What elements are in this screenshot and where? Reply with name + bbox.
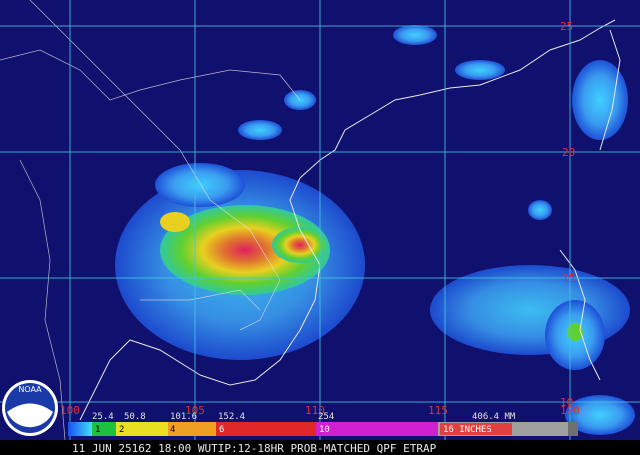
lat-label: 15 xyxy=(562,272,575,285)
inch-label: 16 INCHES xyxy=(443,425,492,435)
caption-bar xyxy=(0,440,640,455)
noaa-logo: NOAA xyxy=(2,380,58,436)
lon-label: 115 xyxy=(428,404,448,417)
lon-label: 100 xyxy=(60,404,80,417)
mm-label: 152.4 xyxy=(218,412,245,422)
inch-label: 10 xyxy=(319,425,330,435)
graticule xyxy=(0,0,640,440)
mm-label: 254 xyxy=(318,412,334,422)
coastlines xyxy=(0,0,621,441)
lat-label: 20 xyxy=(562,146,575,159)
inch-label: 2 xyxy=(119,425,124,435)
inch-label: 1 xyxy=(95,425,100,435)
mm-label: 50.8 xyxy=(124,412,146,422)
legend: 25.4 50.8 101.6 152.4 254 406.4 MM 1 2 4… xyxy=(68,412,578,436)
mm-label: 406.4 MM xyxy=(472,412,516,422)
coordinate-labels: 25 20 15 10 100 105 110 115 120 xyxy=(60,20,580,417)
lon-label: 105 xyxy=(185,404,205,417)
caption: 11 JUN 25162 18:00 WUTIP:12-18HR PROB-MA… xyxy=(72,442,437,455)
precipitation xyxy=(115,25,635,435)
mm-label: 25.4 xyxy=(92,412,114,422)
lon-label: 110 xyxy=(305,404,325,417)
inch-label: 4 xyxy=(170,425,175,435)
mm-label: 101.6 xyxy=(170,412,197,422)
lon-label: 120 xyxy=(560,404,580,417)
inch-label: 6 xyxy=(219,425,224,435)
lat-label: 10 xyxy=(560,396,573,409)
lat-label: 25 xyxy=(560,20,573,33)
logo-text: NOAA xyxy=(18,385,42,394)
